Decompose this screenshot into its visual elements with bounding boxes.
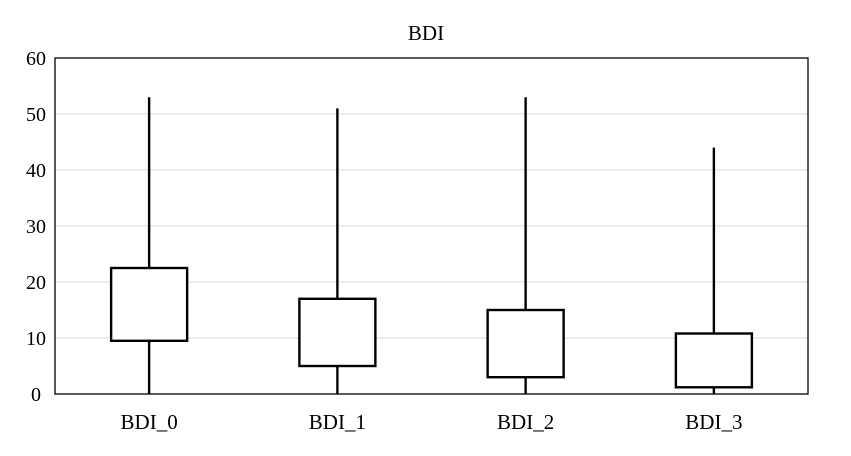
box-bdi-1 <box>298 108 377 394</box>
interquartile-box <box>109 266 189 343</box>
y-tick-label: 40 <box>26 160 46 182</box>
y-tick-label: 20 <box>26 272 46 294</box>
plot-area-frame <box>54 57 809 395</box>
y-tick-label: 0 <box>31 384 41 406</box>
y-tick-label: 10 <box>26 328 46 350</box>
y-axis-ticks: 0 10 20 30 40 50 60 <box>26 48 46 406</box>
box-series <box>109 97 754 394</box>
x-axis-categories: BDI_0 BDI_1 BDI_2 BDI_3 <box>121 410 743 434</box>
x-category-label: BDI_3 <box>685 410 742 434</box>
box-bdi-0 <box>109 97 189 394</box>
y-tick-label: 30 <box>26 216 46 238</box>
interquartile-box <box>674 332 754 389</box>
y-tick-label: 60 <box>26 48 46 70</box>
x-category-label: BDI_2 <box>497 410 554 434</box>
interquartile-box <box>298 297 377 368</box>
chart-title: BDI <box>408 21 444 45</box>
box-bdi-3 <box>674 147 754 394</box>
box-bdi-2 <box>486 97 565 394</box>
x-category-label: BDI_1 <box>309 410 366 434</box>
interquartile-box <box>486 308 565 379</box>
x-category-label: BDI_0 <box>121 410 178 434</box>
y-tick-label: 50 <box>26 104 46 126</box>
